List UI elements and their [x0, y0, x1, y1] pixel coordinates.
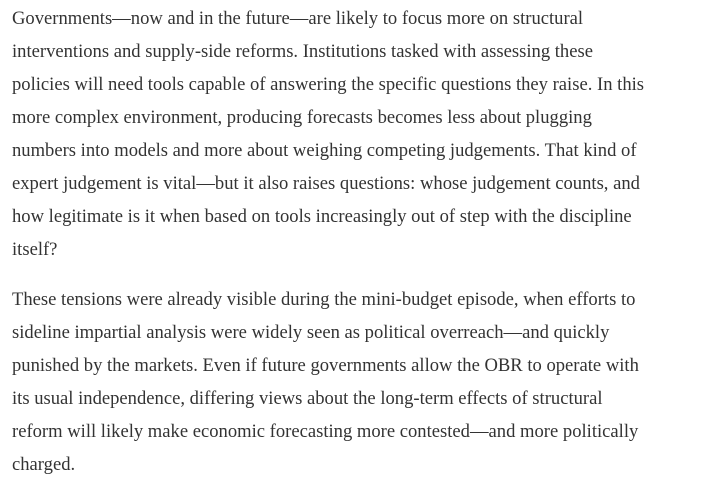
- article-body: Governments—now and in the future—are li…: [12, 2, 698, 481]
- paragraph-2: These tensions were already visible duri…: [12, 283, 698, 481]
- text-line: policies will need tools capable of answ…: [12, 74, 645, 95]
- text-line: itself?: [12, 239, 58, 260]
- text-line: sideline impartial analysis were widely …: [12, 322, 610, 343]
- text-line: more complex environment, producing fore…: [12, 107, 592, 128]
- text-line: its usual independence, differing views …: [12, 388, 603, 409]
- text-line: punished by the markets. Even if future …: [12, 355, 639, 376]
- text-line: These tensions were already visible duri…: [12, 289, 636, 310]
- text-line: Governments—now and in the future—are li…: [12, 8, 584, 29]
- text-line: reform will likely make economic forecas…: [12, 421, 639, 442]
- text-line: how legitimate is it when based on tools…: [12, 206, 632, 227]
- text-line: charged.: [12, 454, 76, 475]
- text-line: numbers into models and more about weigh…: [12, 140, 637, 161]
- text-line: interventions and supply-side reforms. I…: [12, 41, 593, 62]
- paragraph-1: Governments—now and in the future—are li…: [12, 2, 698, 266]
- text-line: expert judgement is vital—but it also ra…: [12, 173, 640, 194]
